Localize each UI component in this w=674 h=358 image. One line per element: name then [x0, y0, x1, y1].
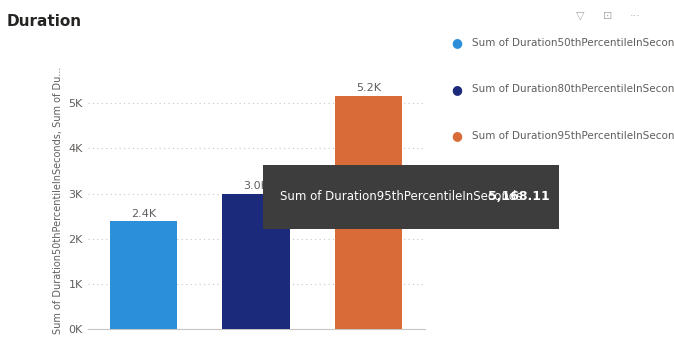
Text: ●: ● — [452, 37, 462, 49]
Text: ▽: ▽ — [576, 11, 585, 21]
Bar — [110, 221, 177, 329]
Text: 5.2K: 5.2K — [356, 83, 381, 93]
Text: 5,168.11: 5,168.11 — [487, 190, 549, 203]
Y-axis label: Sum of Duration50thPercentileInSeconds, Sum of Du...: Sum of Duration50thPercentileInSeconds, … — [53, 67, 63, 334]
Text: Sum of Duration50thPercentileInSeconds: Sum of Duration50thPercentileInSeconds — [472, 38, 674, 48]
Text: ●: ● — [452, 83, 462, 96]
Text: ···: ··· — [630, 11, 641, 21]
Text: 2.4K: 2.4K — [131, 209, 156, 219]
Text: Duration: Duration — [7, 14, 82, 29]
Text: Sum of Duration80thPercentileInSeconds: Sum of Duration80thPercentileInSeconds — [472, 84, 674, 95]
Text: Sum of Duration95thPercentileInSeconds: Sum of Duration95thPercentileInSeconds — [280, 190, 522, 203]
Bar — [222, 194, 290, 329]
Text: ⊡: ⊡ — [603, 11, 613, 21]
Text: Sum of Duration95thPercentileInSeconds: Sum of Duration95thPercentileInSeconds — [472, 131, 674, 141]
Text: ●: ● — [452, 130, 462, 142]
Bar — [335, 96, 402, 329]
Text: 3.0K: 3.0K — [244, 182, 268, 192]
